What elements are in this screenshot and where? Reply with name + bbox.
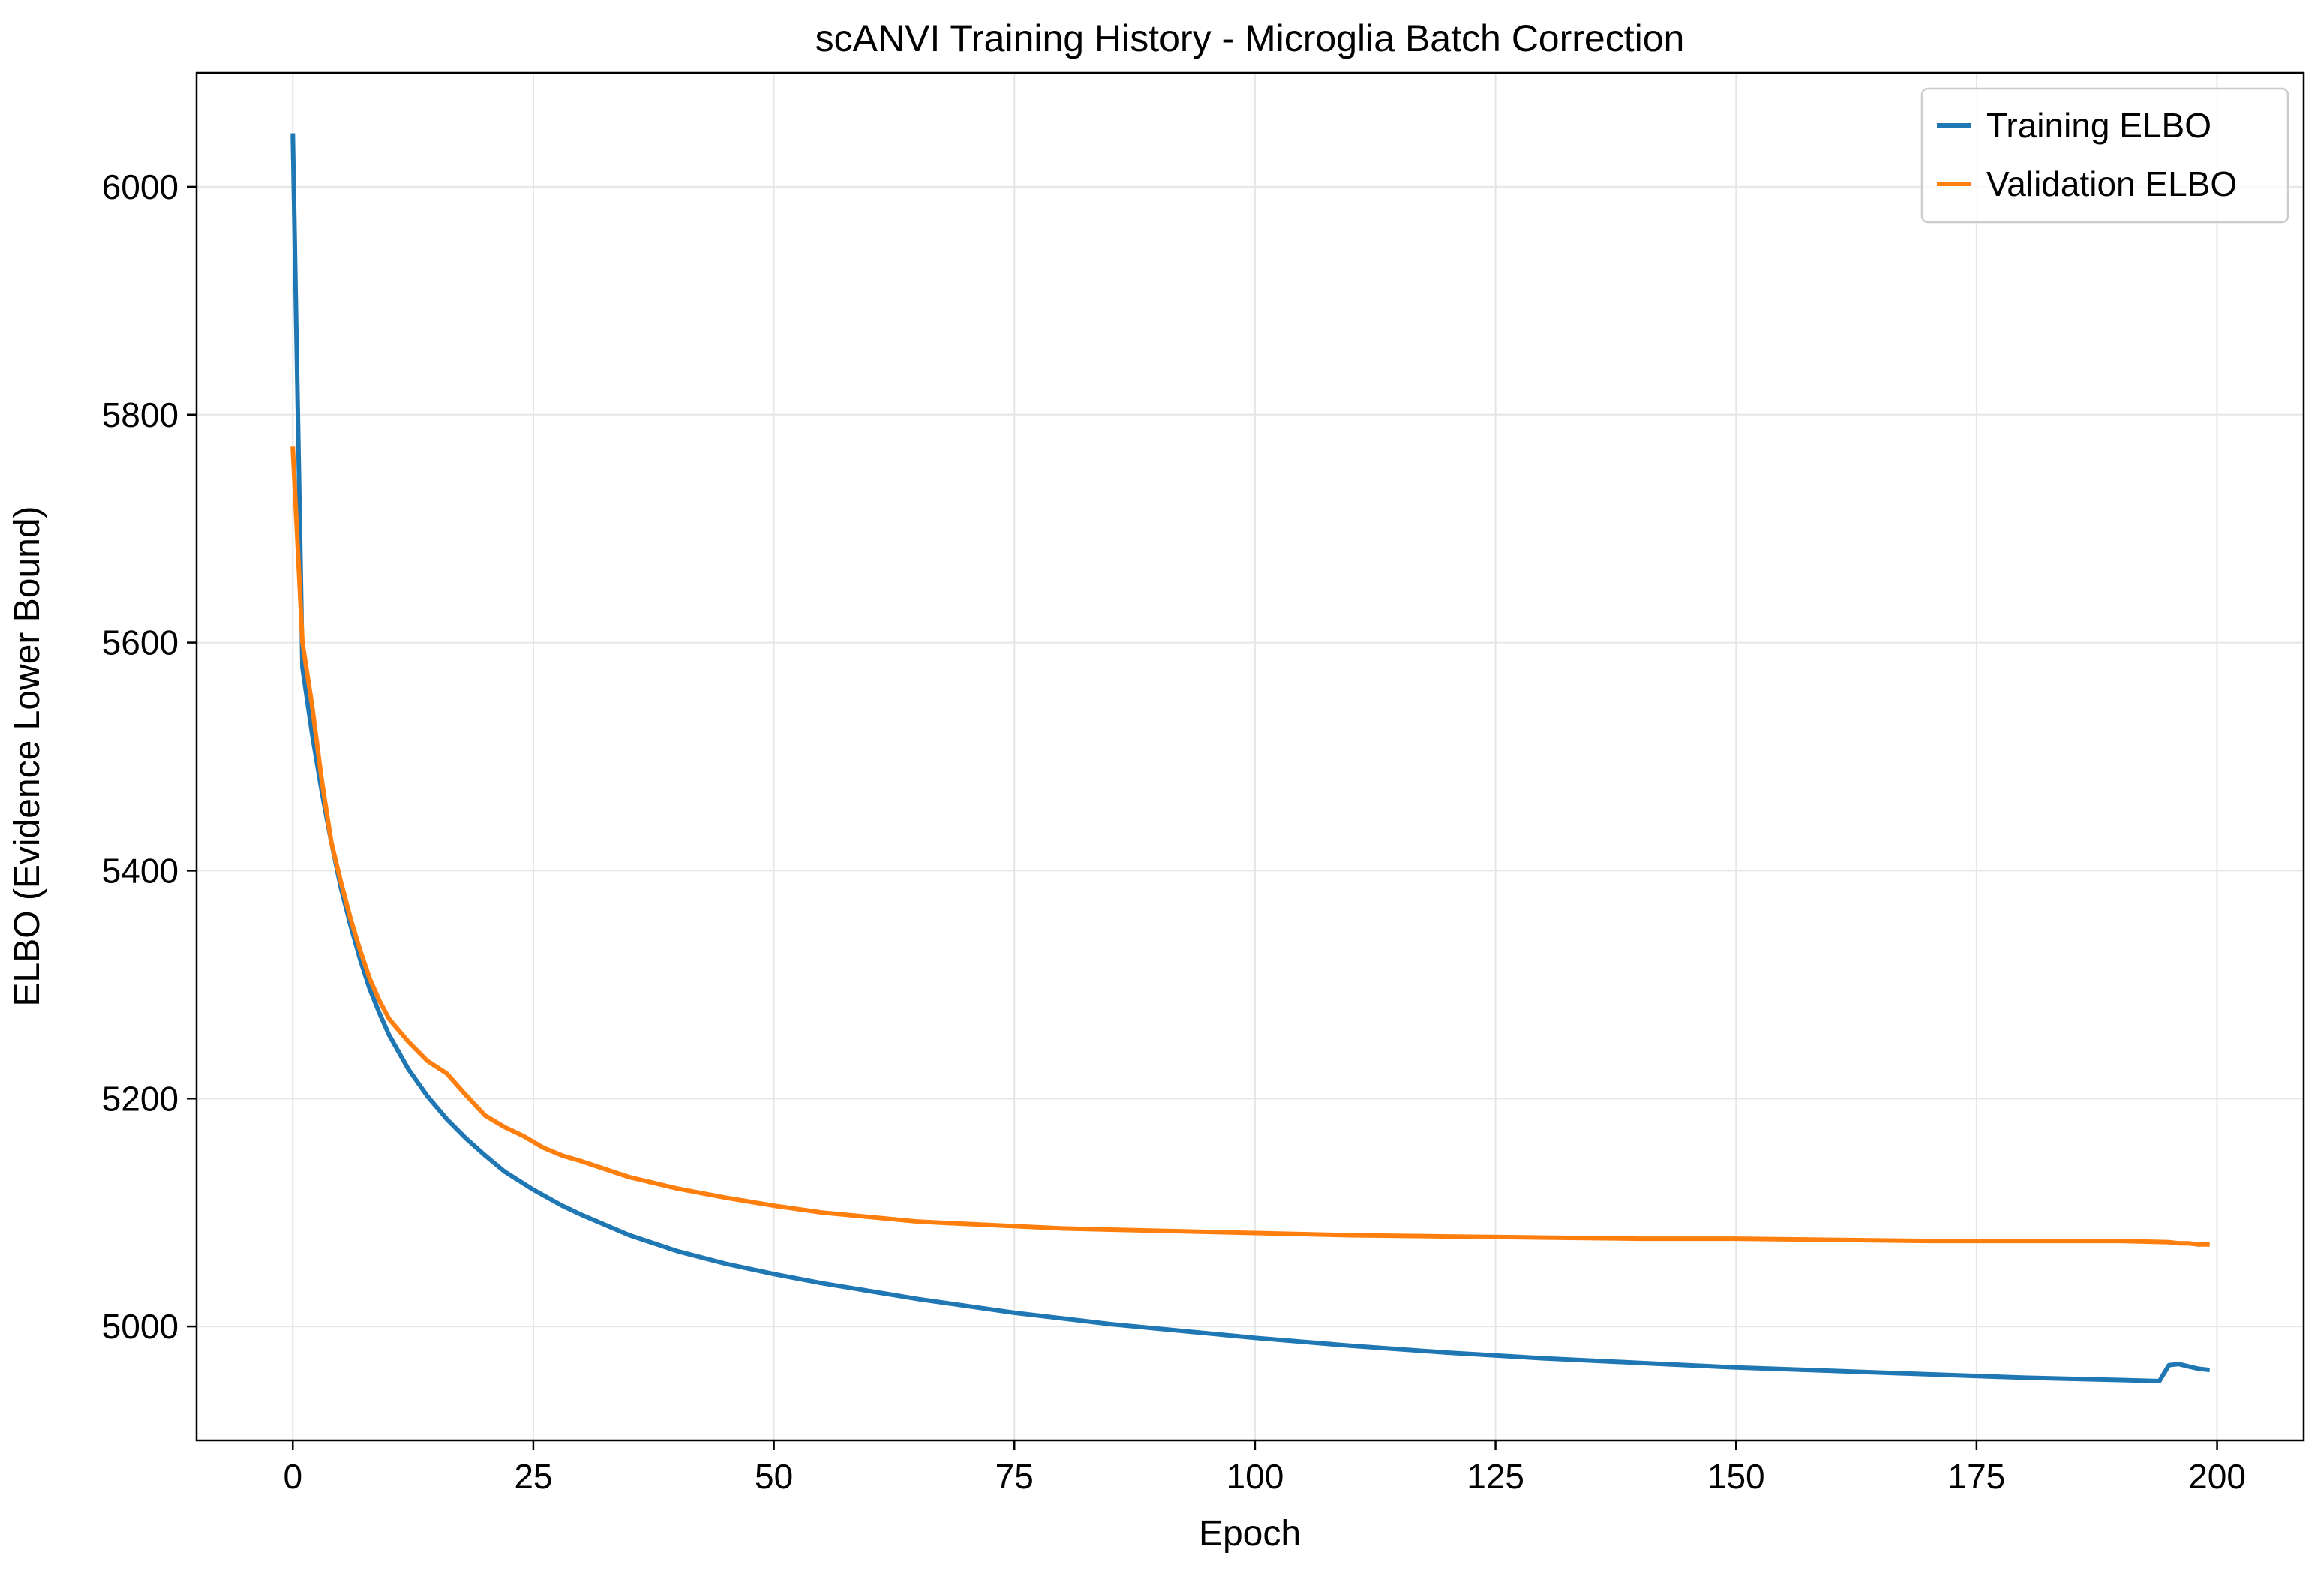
x-tick-label: 100 — [1227, 1457, 1284, 1496]
legend: Training ELBO Validation ELBO — [1920, 87, 2289, 224]
series-line-1 — [290, 446, 2210, 1247]
grid — [197, 73, 2304, 1440]
y-tick-label: 5800 — [102, 395, 179, 434]
series-line-0 — [290, 133, 2211, 1383]
x-tick-label: 75 — [995, 1457, 1034, 1496]
legend-label: Training ELBO — [1986, 106, 2211, 145]
plot-frame — [195, 71, 2305, 1442]
y-tick-label: 5600 — [102, 623, 179, 662]
x-tick-label: 200 — [2188, 1457, 2246, 1496]
x-axis-ticks: 0 25 50 75 100 125 150 175 200 — [283, 1440, 2246, 1496]
y-tick-label: 5200 — [102, 1079, 179, 1118]
x-tick-label: 50 — [755, 1457, 793, 1496]
legend-label: Validation ELBO — [1986, 164, 2237, 203]
y-axis-ticks: 5000 5200 5400 5600 5800 6000 — [102, 167, 197, 1346]
x-tick-label: 150 — [1707, 1457, 1765, 1496]
legend-box — [1920, 87, 2289, 224]
x-axis-label: Epoch — [1199, 1514, 1301, 1554]
x-tick-label: 175 — [1948, 1457, 2006, 1496]
x-tick-label: 0 — [283, 1457, 302, 1496]
x-tick-label: 25 — [514, 1457, 552, 1496]
series-lines — [290, 133, 2211, 1383]
x-tick-label: 125 — [1467, 1457, 1524, 1496]
y-tick-label: 5000 — [102, 1307, 179, 1346]
y-tick-label: 5400 — [102, 851, 179, 890]
y-tick-label: 6000 — [102, 167, 179, 206]
y-axis-label: ELBO (Evidence Lower Bound) — [8, 506, 47, 1006]
chart-title: scANVI Training History - Microglia Batc… — [815, 17, 1685, 59]
